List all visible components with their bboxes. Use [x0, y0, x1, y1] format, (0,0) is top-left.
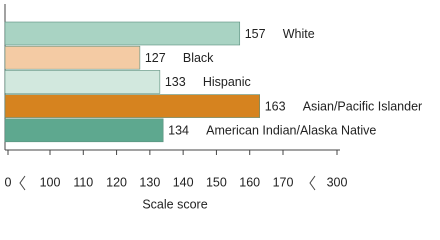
bar [4, 21, 241, 46]
x-tick-label: 0 [5, 175, 12, 189]
value-label: 134 [168, 124, 189, 138]
x-tick-label: 160 [239, 175, 260, 189]
bar [4, 45, 141, 70]
category-label: Asian/Pacific Islander [303, 99, 423, 113]
category-label: American Indian/Alaska Native [206, 124, 376, 138]
axis-break [19, 175, 26, 191]
bar [4, 94, 260, 118]
x-tick-label: 300 [327, 175, 348, 189]
value-label: 163 [265, 99, 286, 113]
axis-break [309, 175, 316, 191]
value-label: 133 [165, 75, 186, 89]
x-tick-label: 170 [273, 175, 294, 189]
value-label: 127 [145, 51, 166, 65]
page: Scale score 0 100 110 120 130 140 150 160 170 300… [4, 4, 423, 212]
category-label: Black [183, 51, 214, 65]
x-tick-label: 100 [40, 175, 61, 189]
value-label: 157 [245, 27, 266, 41]
category-label: White [283, 27, 315, 41]
x-tick-label: 140 [173, 175, 194, 189]
x-tick-label: 150 [206, 175, 227, 189]
bar [4, 70, 161, 94]
bar [4, 118, 164, 143]
chart: Scale score 0 100 110 120 130 140 150 160 170 300… [4, 4, 423, 211]
x-tick-label: 110 [73, 175, 93, 189]
x-tick-label: 130 [139, 175, 160, 189]
x-axis-title: Scale score [142, 197, 207, 211]
category-label: Hispanic [203, 75, 251, 89]
x-tick-label: 120 [106, 175, 127, 189]
